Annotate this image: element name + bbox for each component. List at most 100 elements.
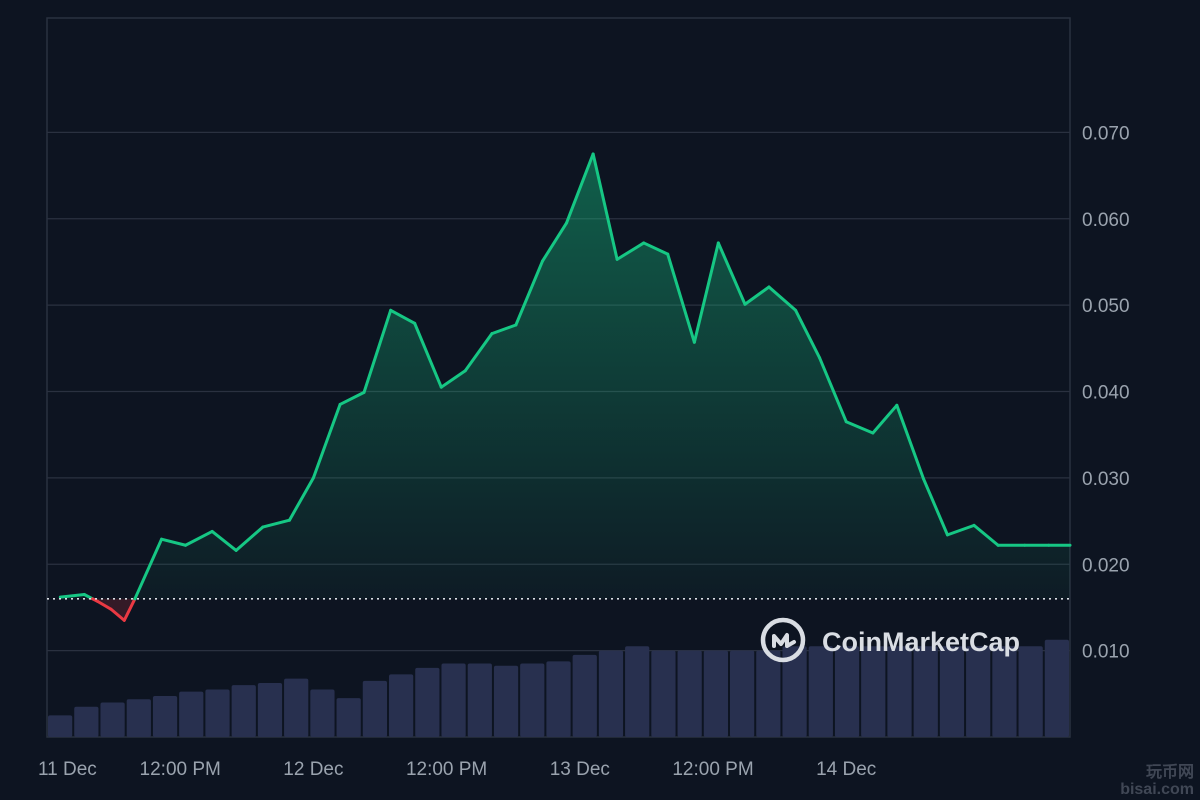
price-line-segment <box>261 518 291 529</box>
volume-bar <box>808 646 833 737</box>
x-tick-label: 14 Dec <box>816 759 876 780</box>
price-line-segment <box>122 597 137 622</box>
price-line-segment <box>287 476 315 522</box>
price-line-segment <box>716 241 747 306</box>
volume-bar <box>756 650 781 737</box>
volume-bar <box>520 663 545 737</box>
price-line-segment <box>96 599 113 611</box>
y-axis-ticks: 0.010 0.020 0.030 0.040 0.050 0.060 0.070 <box>1082 123 1130 662</box>
volume-bar <box>992 646 1017 737</box>
volume-bar <box>677 650 702 737</box>
price-line <box>58 152 1072 622</box>
price-line-segment <box>160 537 188 547</box>
price-line-segment <box>844 420 875 435</box>
price-line-segment <box>362 308 393 394</box>
price-line-segment <box>133 537 164 601</box>
x-tick-label: 12:00 PM <box>140 759 221 780</box>
volume-bar <box>389 674 414 737</box>
y-tick-label: 0.060 <box>1082 210 1130 231</box>
price-line-segment <box>490 323 518 336</box>
volume-bar <box>336 698 361 737</box>
price-line-segment <box>210 529 238 552</box>
price-line-segment <box>615 241 646 261</box>
price-area-below-baseline <box>60 598 1070 621</box>
y-tick-label: 0.020 <box>1082 555 1130 576</box>
price-line-segment <box>591 152 619 261</box>
price-line-segment <box>743 285 771 306</box>
volume-bar <box>362 680 387 737</box>
price-line-segment <box>338 390 366 406</box>
price-line-segment <box>58 592 86 599</box>
price-line-segment <box>82 592 95 601</box>
y-tick-label: 0.040 <box>1082 383 1130 404</box>
price-line-segment <box>311 402 342 480</box>
price-area <box>60 153 1070 621</box>
volume-bar <box>493 665 519 737</box>
volume-bar <box>546 661 571 737</box>
volume-bar <box>205 689 230 737</box>
volume-bar <box>1018 646 1043 737</box>
volume-bar <box>730 650 755 737</box>
volume-bar <box>467 663 492 737</box>
volume-bar <box>1044 639 1069 737</box>
volume-bar <box>100 702 125 737</box>
y-tick-label: 0.030 <box>1082 469 1130 490</box>
x-tick-label: 11 Dec <box>38 759 97 780</box>
volume-bar <box>861 646 886 737</box>
x-tick-label: 12 Dec <box>283 759 343 780</box>
volume-bar <box>939 646 965 737</box>
volume-bar <box>966 646 991 737</box>
price-line-segment <box>642 241 670 256</box>
price-line-segment <box>184 529 214 547</box>
corner-watermark-line2: bisai.com <box>1120 781 1194 798</box>
price-area-fill <box>60 153 1070 599</box>
price-line-segment <box>871 403 899 435</box>
volume-bar <box>651 650 676 737</box>
price-line-segment <box>109 607 126 622</box>
price-line-segment <box>389 308 417 325</box>
volume-bar <box>834 646 860 737</box>
volume-bar <box>441 663 466 737</box>
volume-bar <box>48 715 73 737</box>
y-tick-label: 0.010 <box>1082 642 1130 663</box>
price-line-segment <box>666 252 696 344</box>
volume-bar <box>310 689 335 737</box>
price-line-segment <box>945 523 976 537</box>
corner-watermark: 玩币网 bisai.com <box>1120 764 1194 798</box>
volume-bar <box>625 646 650 737</box>
price-line-segment <box>439 369 467 389</box>
volume-bar <box>74 706 99 737</box>
price-line-segment <box>818 356 848 424</box>
volume-bar <box>257 683 283 737</box>
coinmarketcap-logo-icon <box>760 617 806 663</box>
price-line-segment <box>895 403 925 481</box>
price-line-segment <box>972 523 1000 547</box>
volume-bar <box>231 685 256 737</box>
price-line-segment <box>541 221 568 263</box>
x-tick-label: 13 Dec <box>550 759 610 780</box>
price-line-segment <box>564 152 595 225</box>
price-line-segment <box>692 241 720 344</box>
coinmarketcap-watermark: CoinMarketCap <box>760 617 1020 663</box>
volume-bar <box>887 646 912 737</box>
volume-bar <box>415 667 440 737</box>
price-line-segment <box>767 285 798 312</box>
volume-bar <box>179 691 204 737</box>
volume-bar <box>152 695 178 737</box>
volume-bar <box>782 646 807 737</box>
volume-bar <box>598 650 624 737</box>
price-line-segment <box>234 525 265 552</box>
price-line-segment <box>463 332 494 373</box>
price-line-segment <box>921 477 949 537</box>
corner-watermark-line1: 玩币网 <box>1145 764 1194 781</box>
watermark-text: CoinMarketCap <box>822 627 1020 657</box>
price-line-segment <box>413 321 443 389</box>
volume-bar <box>284 678 309 737</box>
x-tick-label: 12:00 PM <box>406 759 487 780</box>
x-axis-ticks: 11 Dec 12:00 PM 12 Dec 12:00 PM 13 Dec 12:00 … <box>38 759 876 780</box>
volume-bar <box>703 650 728 737</box>
volume-bar <box>572 654 597 737</box>
x-tick-label: 12:00 PM <box>672 759 753 780</box>
price-line-segment <box>514 259 545 327</box>
